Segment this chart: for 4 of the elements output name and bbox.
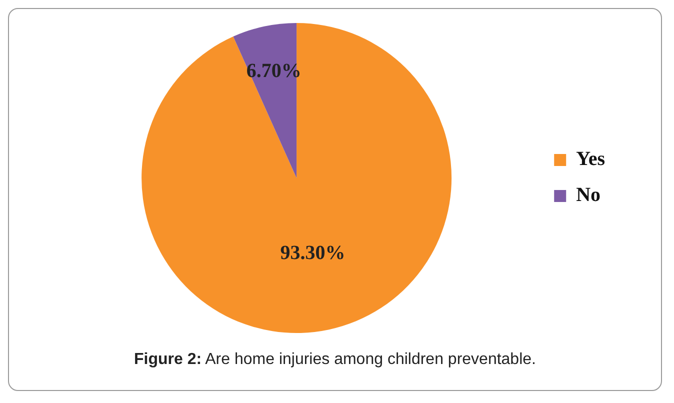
data-label: 93.30% [280,242,346,264]
legend-label: No [576,184,601,206]
caption: Figure 2: Are home injuries among children preventable. [134,351,536,368]
legend-label: Yes [576,148,606,170]
